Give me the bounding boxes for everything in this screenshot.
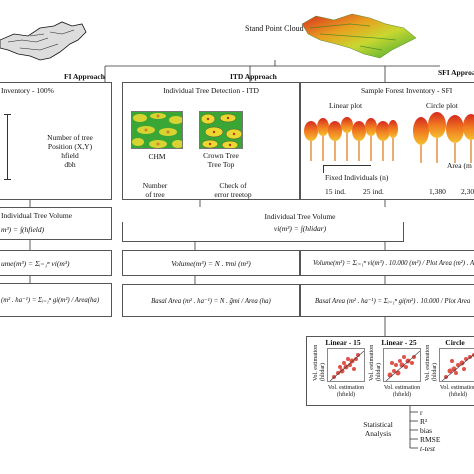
- sfi-basal-area-box: Basal Area (m² . ha⁻¹) = Σᵢ₌₁ⁿ gi(m²) . …: [300, 284, 474, 317]
- scatter-linear-15: [327, 348, 365, 382]
- fi-basal-formula: (m² . ha⁻¹) = Σᵢ₌₁ⁿ gi(m²) / Area(ha): [1, 297, 100, 304]
- study-area-map-icon: [0, 21, 87, 61]
- height-bar-icon: [7, 115, 8, 179]
- itd-basal-area-box: Basal Area (m² . ha⁻¹) = N . ḡmi / Area …: [122, 284, 300, 317]
- circle-plot-label: Circle plot: [426, 101, 458, 110]
- linear-plot-label: Linear plot: [329, 101, 363, 110]
- stat-t-test: t-test: [420, 444, 435, 453]
- area-label: Area (m: [447, 161, 472, 170]
- fi-inventory-box: Inventory - 100% Number of tree Position…: [0, 82, 112, 200]
- fi-tree-info: Number of tree Position (X,Y) hfield dbh: [47, 133, 93, 169]
- check-error-label: Check of error treetop: [214, 181, 252, 199]
- itd-volume-box: Volume(m³) = N . v̄mi (m³): [122, 250, 300, 276]
- stat-bias: bias: [420, 426, 433, 435]
- itd-tree-volume-title: Individual Tree Volume: [264, 212, 336, 221]
- fi-approach-title: FI Approach: [64, 72, 105, 81]
- itd-basal-formula: Basal Area (m² . ha⁻¹) = N . ḡmi / Area …: [151, 298, 271, 305]
- stand-point-cloud-label: Stand Point Cloud: [245, 24, 304, 33]
- chm-label: CHM: [148, 152, 166, 161]
- itd-box: Individual Tree Detection - ITD CHM: [122, 82, 300, 200]
- area-1380-label: 1,380: [429, 187, 446, 196]
- fi-inventory-label: Inventory - 100%: [1, 86, 54, 95]
- sfi-volume-box: Volume(m³) = Σᵢ₌₁ⁿ vi(m³) . 10.000 (m²) …: [300, 250, 474, 276]
- ind-25-label: 25 ind.: [363, 187, 384, 196]
- scatter-xlabel-1: Vol. estimation (hfield): [327, 385, 365, 398]
- scatter-ylabel-1: Vol. estimation (hlidar): [313, 344, 326, 381]
- sfi-volume-formula: Volume(m³) = Σᵢ₌₁ⁿ vi(m³) . 10.000 (m²) …: [313, 260, 474, 267]
- stat-rmse: RMSE: [420, 435, 441, 444]
- sfi-basal-formula: Basal Area (m² . ha⁻¹) = Σᵢ₌₁ⁿ gi(m²) . …: [315, 298, 471, 305]
- scatter-ylabel-3: Vol. estimation (hlidar): [425, 344, 438, 381]
- scatter-xlabel-2: Vol. estimation (hfield): [383, 385, 421, 398]
- scatter-ylabel-2: Vol. estimation (hlidar): [369, 344, 382, 381]
- tree-volume-bracket: [122, 222, 404, 242]
- panel-linear-15-label: Linear - 15: [325, 338, 361, 347]
- panel-circle-label: Circle: [445, 338, 465, 347]
- statistical-analysis-label: Statistical Analysis: [363, 420, 393, 438]
- scatter-linear-25: [383, 348, 421, 382]
- ind-15-label: 15 ind.: [325, 187, 346, 196]
- fi-tree-volume-title: Individual Tree Volume: [1, 211, 72, 220]
- crown-tree-label: Crown Tree Tree Top: [203, 151, 239, 169]
- crown-tree-image: [199, 111, 243, 149]
- number-of-tree-label: Number of tree: [142, 181, 168, 199]
- area-2300-label: 2,30: [461, 187, 474, 196]
- scatter-circle: [439, 348, 474, 382]
- itd-tree-volume-box: Individual Tree Volume vi(m³) = ∫(hlidar…: [200, 210, 406, 242]
- panel-linear-25-label: Linear - 25: [381, 338, 417, 347]
- validation-panel-box: Linear - 15 Linear - 25 Circle Vol. esti…: [306, 336, 474, 406]
- itd-approach-title: ITD Approach: [230, 72, 277, 81]
- circle-plot-icon: [413, 112, 474, 163]
- sfi-title: Sample Forest Inventory - SFI: [361, 86, 453, 95]
- fi-volume-formula: ume(m³) = Σᵢ₌₁ⁿ vi(m³): [1, 259, 70, 268]
- fi-volume-box: ume(m³) = Σᵢ₌₁ⁿ vi(m³): [0, 250, 112, 276]
- sfi-box: Sample Forest Inventory - SFI Linear plo…: [300, 82, 474, 200]
- fi-basal-area-box: (m² . ha⁻¹) = Σᵢ₌₁ⁿ gi(m²) / Area(ha): [0, 283, 112, 317]
- scatter-xlabel-3: Vol. estimation (hfield): [439, 385, 474, 398]
- point-cloud-icon: [301, 13, 417, 59]
- chm-image: [131, 111, 183, 149]
- itd-tree-volume-formula: vi(m³) = ∫(hlidar): [273, 224, 327, 233]
- stat-r: r: [420, 408, 423, 417]
- linear-plot-icon: [304, 117, 398, 161]
- sfi-approach-title: SFI Approa: [438, 68, 474, 77]
- fi-tree-volume-formula: m³) = ∫(hfield): [1, 225, 45, 234]
- fixed-individuals-label: Fixed Individuals (n): [325, 173, 389, 182]
- itd-volume-formula: Volume(m³) = N . v̄mi (m³): [171, 259, 251, 268]
- stat-r2: R²: [420, 417, 428, 426]
- fi-tree-volume-box: Individual Tree Volume m³) = ∫(hfield): [0, 207, 112, 240]
- itd-title: Individual Tree Detection - ITD: [163, 86, 259, 95]
